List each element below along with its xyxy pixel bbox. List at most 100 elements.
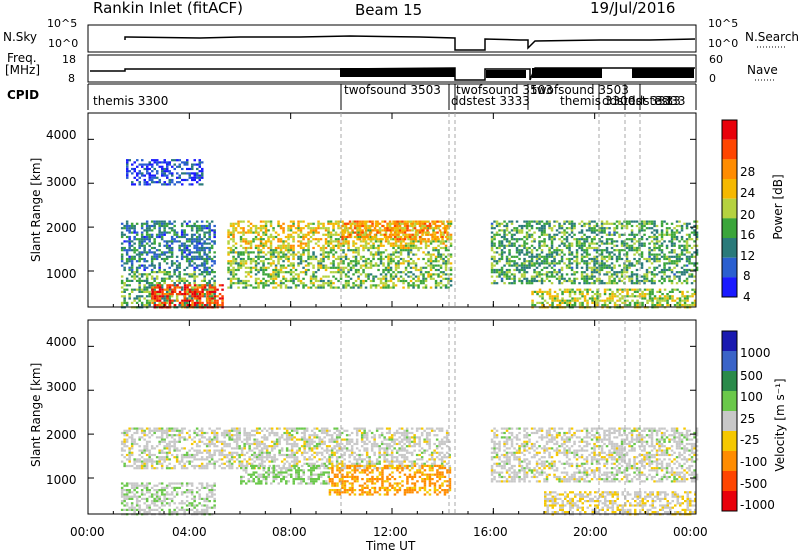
heatmap-cell bbox=[660, 224, 664, 228]
heatmap-cell bbox=[665, 244, 669, 247]
heatmap-cell bbox=[371, 238, 374, 241]
heatmap-cell bbox=[161, 170, 164, 173]
heatmap-cell bbox=[242, 220, 245, 223]
heatmap-cell bbox=[135, 427, 139, 430]
heatmap-cell bbox=[170, 249, 174, 252]
heatmap-cell bbox=[513, 233, 516, 236]
heatmap-cell bbox=[143, 297, 146, 300]
heatmap-cell bbox=[322, 251, 325, 254]
heatmap-cell bbox=[161, 293, 164, 296]
heatmap-cell bbox=[307, 246, 310, 250]
heatmap-cell bbox=[523, 268, 526, 272]
heatmap-cell bbox=[620, 273, 624, 276]
heatmap-cell bbox=[128, 427, 131, 430]
heatmap-cell bbox=[608, 279, 611, 283]
heatmap-cell bbox=[304, 224, 308, 228]
heatmap-cell bbox=[565, 235, 569, 239]
heatmap-cell bbox=[603, 273, 606, 276]
heatmap-cell bbox=[437, 268, 440, 272]
heatmap-cell bbox=[676, 304, 679, 307]
heatmap-cell bbox=[608, 301, 612, 304]
heatmap-cell bbox=[302, 246, 305, 250]
heatmap-cell bbox=[613, 304, 617, 307]
heatmap-cell bbox=[205, 242, 209, 245]
heatmap-cell bbox=[234, 246, 238, 250]
heatmap-cell bbox=[528, 279, 531, 283]
heatmap-cell bbox=[513, 238, 516, 241]
heatmap-cell bbox=[158, 264, 161, 267]
heatmap-cell bbox=[319, 253, 323, 256]
heatmap-cell bbox=[237, 253, 240, 256]
heatmap-cell bbox=[178, 262, 181, 265]
heatmap-cell bbox=[239, 260, 243, 263]
heatmap-cell bbox=[429, 264, 433, 267]
heatmap-cell bbox=[362, 255, 365, 258]
heatmap-cell bbox=[419, 273, 423, 276]
heatmap-cell bbox=[292, 246, 295, 250]
heatmap-cell bbox=[193, 293, 197, 296]
heatmap-cell bbox=[389, 257, 393, 261]
heatmap-cell bbox=[563, 288, 567, 291]
heatmap-cell bbox=[337, 246, 340, 250]
heatmap-cell bbox=[170, 238, 174, 241]
heatmap-cell bbox=[257, 249, 260, 252]
heatmap-cell bbox=[229, 264, 233, 267]
freq-panel-frame bbox=[87, 54, 697, 83]
heatmap-cell bbox=[138, 246, 141, 250]
heatmap-cell bbox=[297, 224, 300, 228]
heatmap-cell bbox=[583, 275, 586, 278]
heatmap-cell bbox=[180, 458, 184, 461]
heatmap-cell bbox=[145, 253, 149, 256]
heatmap-cell bbox=[146, 163, 149, 166]
heatmap-cell bbox=[641, 290, 644, 293]
heatmap-cell bbox=[625, 264, 629, 267]
heatmap-cell bbox=[120, 275, 124, 278]
heatmap-cell bbox=[213, 251, 216, 254]
heatmap-cell bbox=[673, 277, 676, 280]
heatmap-cell bbox=[259, 249, 263, 252]
heatmap-cell bbox=[125, 288, 129, 291]
heatmap-cell bbox=[383, 220, 387, 223]
heatmap-cell bbox=[596, 299, 599, 302]
heatmap-cell bbox=[555, 277, 559, 280]
heatmap-cell bbox=[180, 460, 184, 463]
heatmap-cell bbox=[160, 251, 164, 254]
heatmap-cell bbox=[412, 260, 415, 263]
heatmap-cell bbox=[289, 268, 293, 272]
heatmap-cell bbox=[412, 266, 415, 269]
heatmap-cell bbox=[442, 246, 445, 250]
heatmap-cell bbox=[523, 244, 526, 247]
heatmap-cell bbox=[166, 165, 169, 168]
heatmap-cell bbox=[247, 246, 250, 250]
heatmap-cell bbox=[133, 170, 136, 173]
heatmap-cell bbox=[151, 297, 154, 300]
heatmap-cell bbox=[160, 284, 164, 287]
heatmap-cell bbox=[249, 275, 253, 278]
heatmap-cell bbox=[269, 224, 273, 228]
heatmap-cell bbox=[175, 268, 179, 272]
heatmap-cell bbox=[195, 427, 199, 430]
heatmap-cell bbox=[198, 255, 201, 258]
heatmap-cell bbox=[590, 238, 594, 241]
heatmap-cell bbox=[563, 244, 566, 247]
heatmap-cell bbox=[312, 233, 315, 236]
heatmap-cell bbox=[640, 222, 644, 225]
heatmap-cell bbox=[128, 257, 131, 261]
heatmap-cell bbox=[279, 249, 283, 252]
heatmap-cell bbox=[294, 231, 298, 234]
heatmap-cell bbox=[128, 224, 131, 228]
heatmap-cell bbox=[648, 253, 651, 256]
heatmap-cell bbox=[578, 222, 581, 225]
heatmap-cell bbox=[232, 249, 235, 252]
heatmap-cell bbox=[531, 304, 534, 307]
heatmap-cell bbox=[561, 290, 564, 293]
heatmap-cell bbox=[367, 257, 370, 261]
heatmap-cell bbox=[130, 438, 134, 441]
heatmap-cell bbox=[158, 299, 162, 302]
heatmap-cell bbox=[442, 277, 445, 280]
heatmap-cell bbox=[347, 231, 350, 234]
heatmap-cell bbox=[354, 262, 358, 265]
heatmap-cell bbox=[603, 229, 606, 232]
heatmap-cell bbox=[503, 271, 506, 274]
heatmap-cell bbox=[376, 238, 379, 241]
